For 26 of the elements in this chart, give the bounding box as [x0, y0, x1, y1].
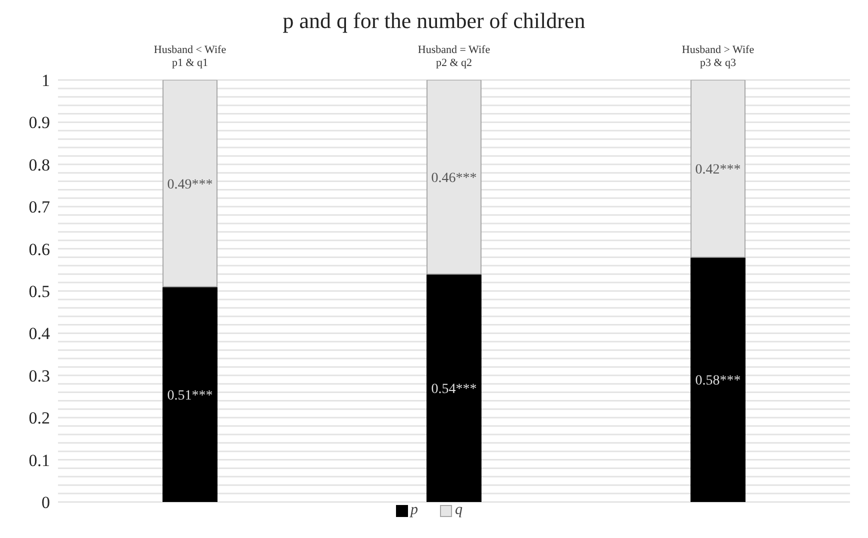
bar [426, 274, 482, 502]
y-tick-label: 0.6 [28, 240, 50, 259]
x-tick-label: Husband = Wife p2 & q2 [418, 44, 490, 69]
y-tick-label: 0.9 [28, 113, 50, 132]
y-tick-label: 0.8 [28, 155, 50, 174]
legend-label: q [455, 502, 462, 519]
data-label: 0.58*** [695, 374, 741, 389]
data-label: 0.49*** [167, 177, 213, 192]
data-label: 0.54*** [431, 382, 477, 398]
bar [690, 256, 746, 502]
data-label: 0.46*** [431, 171, 477, 186]
y-tick-label: 0.7 [28, 198, 50, 217]
y-tick-label: 0.4 [28, 324, 50, 344]
data-label: 0.51*** [167, 388, 213, 404]
bar [162, 286, 218, 502]
data-label: 0.42*** [695, 162, 741, 178]
y-tick-label: 0.3 [28, 366, 50, 386]
y-tick-label: 1 [42, 71, 50, 90]
y-tick-label: 0.5 [28, 282, 50, 302]
y-tick-label: 0 [42, 493, 50, 512]
x-tick-label: Husband < Wife p1 & q1 [154, 44, 226, 69]
x-tick-label: Husband > Wife p3 & q3 [682, 44, 754, 69]
y-tick-label: 0.1 [28, 450, 50, 470]
y-tick-label: 0.2 [28, 408, 50, 428]
chart-title: p and q for the number of children [282, 8, 586, 34]
legend-label: p [410, 502, 418, 519]
